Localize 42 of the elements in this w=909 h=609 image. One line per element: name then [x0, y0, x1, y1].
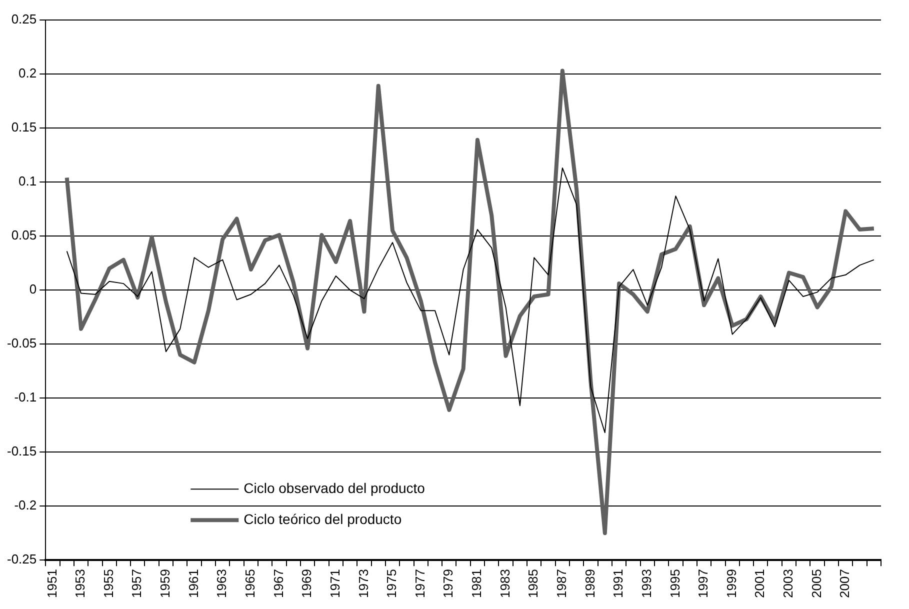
- x-tick-label: 1953: [72, 569, 88, 598]
- x-tick-label: 1997: [696, 569, 711, 598]
- x-tick-label: 1979: [440, 569, 456, 598]
- y-tick-label: 0.1: [18, 174, 37, 189]
- y-tick-label: -0.2: [14, 498, 37, 513]
- x-tick-label: 1987: [554, 569, 570, 598]
- x-tick-label: 1983: [497, 569, 512, 598]
- x-tick-label: 1951: [44, 569, 60, 598]
- y-tick-label: -0.15: [6, 444, 37, 459]
- y-tick-label: -0.25: [6, 552, 37, 567]
- y-tick-label: -0.1: [14, 390, 37, 405]
- x-tick-label: 1969: [299, 569, 314, 598]
- y-tick-label: 0.05: [11, 228, 37, 243]
- y-tick-label: 0: [29, 282, 37, 297]
- legend-label: Ciclo teórico del producto: [244, 510, 402, 527]
- x-tick-label: 1967: [270, 569, 286, 598]
- x-tick-label: 1963: [214, 569, 230, 598]
- x-tick-label: 2007: [837, 569, 852, 598]
- x-tick-label: 1957: [129, 569, 144, 598]
- x-tick-label: 1965: [242, 569, 258, 598]
- x-tick-label: 2001: [752, 569, 768, 598]
- x-tick-label: 1991: [610, 569, 626, 598]
- x-tick-label: 1995: [667, 569, 682, 598]
- x-tick-label: 1977: [412, 569, 428, 598]
- x-tick-label: 1971: [327, 569, 342, 598]
- x-tick-label: 1981: [469, 569, 484, 598]
- x-tick-label: 1985: [526, 569, 541, 598]
- x-tick-label: 1961: [186, 569, 201, 598]
- y-tick-label: -0.05: [6, 336, 37, 351]
- y-tick-label: 0.25: [11, 12, 37, 27]
- x-tick-label: 1999: [724, 569, 739, 598]
- legend-label: Ciclo observado del producto: [244, 480, 426, 496]
- x-tick-label: 1973: [356, 569, 371, 598]
- x-tick-label: 2003: [780, 569, 796, 598]
- x-tick-label: 2005: [808, 569, 824, 598]
- x-tick-label: 1959: [158, 569, 173, 598]
- x-tick-label: 1955: [100, 569, 116, 598]
- x-tick-label: 1975: [384, 569, 400, 598]
- x-tick-label: 1989: [582, 569, 598, 598]
- y-tick-label: 0.15: [11, 120, 37, 135]
- y-tick-label: 0.2: [18, 66, 37, 81]
- x-tick-label: 1993: [638, 569, 654, 598]
